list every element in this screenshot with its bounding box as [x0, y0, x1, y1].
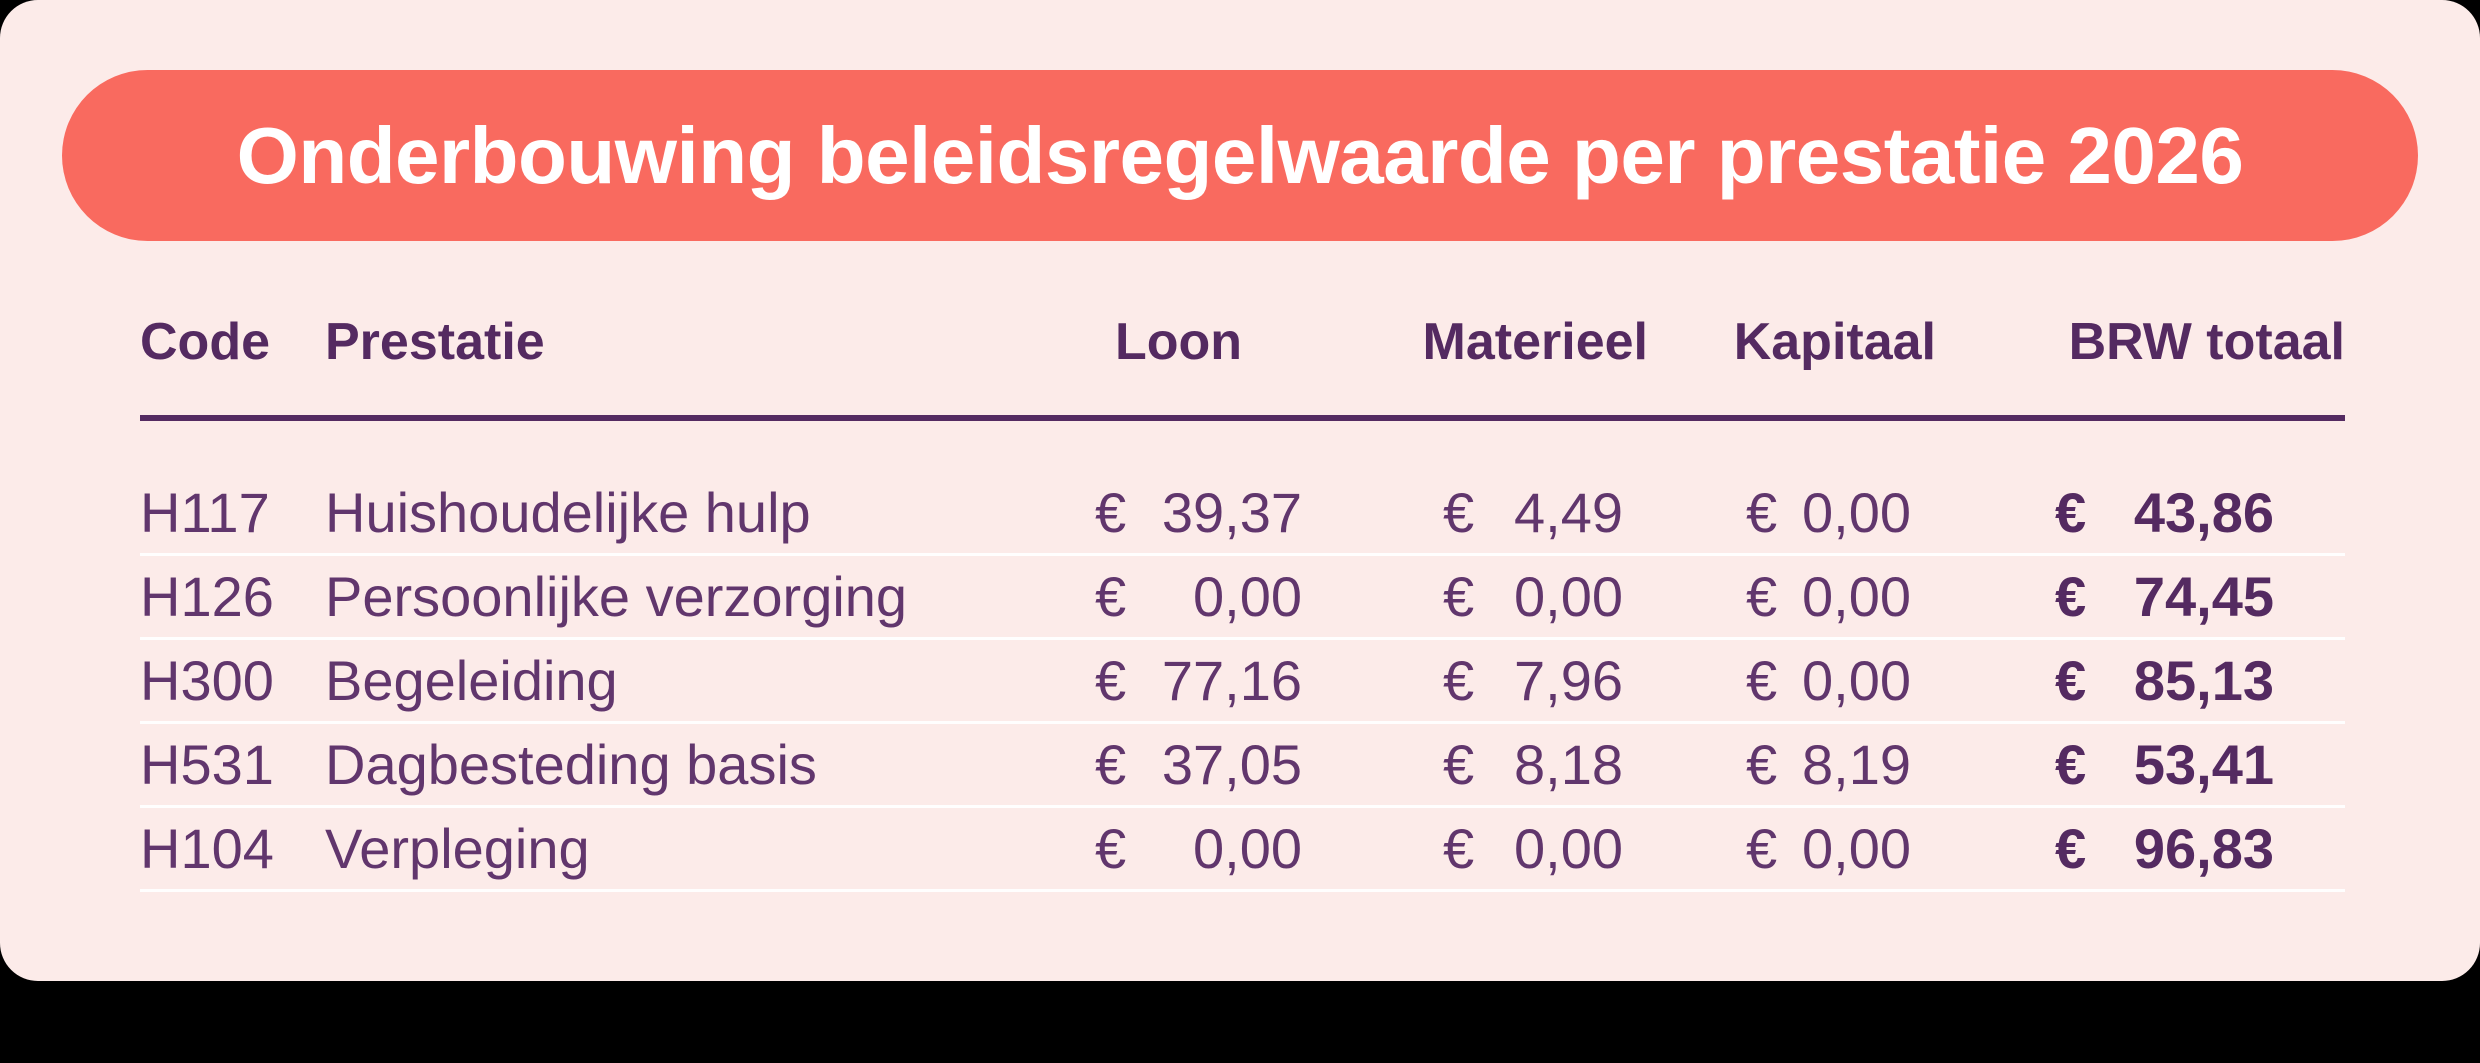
code-cell: H126	[140, 564, 274, 628]
column-header-kapitaal: Kapitaal	[1733, 313, 1936, 371]
table-row: H126 Persoonlijke verzorging €0,00 €0,00…	[140, 556, 2345, 640]
euro-symbol: €	[1746, 564, 1778, 628]
code-cell: H300	[140, 648, 274, 712]
euro-symbol: €	[1443, 648, 1475, 712]
code-cell: H104	[140, 816, 274, 880]
materieel-value: 4,49	[1514, 480, 1623, 544]
loon-cell: €37,05	[1085, 732, 1302, 796]
materieel-cell: €7,96	[1302, 648, 1623, 712]
materieel-value: 0,00	[1514, 564, 1623, 628]
table-body: H117 Huishoudelijke hulp €39,37 €4,49 €0…	[140, 472, 2345, 892]
column-header-code: Code	[140, 313, 270, 371]
euro-symbol: €	[2055, 648, 2087, 712]
column-header-materieel: Materieel	[1422, 313, 1648, 371]
brw-totaal-cell: €85,13	[1911, 648, 2345, 712]
loon-value: 77,16	[1161, 648, 1302, 712]
header-divider	[140, 415, 2345, 421]
brw-totaal-cell: €53,41	[1911, 732, 2345, 796]
kapitaal-value: 0,00	[1802, 648, 1911, 712]
euro-symbol: €	[1443, 816, 1475, 880]
euro-symbol: €	[1746, 480, 1778, 544]
euro-symbol: €	[1443, 480, 1475, 544]
materieel-cell: €0,00	[1302, 564, 1623, 628]
kapitaal-cell: €0,00	[1623, 648, 1911, 712]
kapitaal-value: 8,19	[1802, 732, 1911, 796]
column-header-brw-totaal: BRW totaal	[2068, 313, 2345, 371]
prestatie-cell: Begeleiding	[325, 648, 618, 712]
title-banner: Onderbouwing beleidsregelwaarde per pres…	[62, 70, 2418, 241]
euro-symbol: €	[1443, 732, 1475, 796]
kapitaal-cell: €0,00	[1623, 564, 1911, 628]
table-header-row: Code Prestatie Loon Materieel Kapitaal B…	[140, 315, 2345, 369]
code-cell: H531	[140, 732, 274, 796]
prestatie-cell: Dagbesteding basis	[325, 732, 817, 796]
euro-symbol: €	[1746, 648, 1778, 712]
table-row: H531 Dagbesteding basis €37,05 €8,18 €8,…	[140, 724, 2345, 808]
euro-symbol: €	[1095, 564, 1127, 628]
euro-symbol: €	[1443, 564, 1475, 628]
brw-totaal-cell: €43,86	[1911, 480, 2345, 544]
kapitaal-value: 0,00	[1802, 816, 1911, 880]
kapitaal-cell: €0,00	[1623, 480, 1911, 544]
loon-value: 37,05	[1161, 732, 1302, 796]
euro-symbol: €	[1095, 480, 1127, 544]
euro-symbol: €	[2055, 732, 2087, 796]
brw-totaal-value: 53,41	[2133, 732, 2274, 796]
loon-value: 0,00	[1193, 564, 1302, 628]
brw-totaal-value: 96,83	[2133, 816, 2274, 880]
kapitaal-cell: €0,00	[1623, 816, 1911, 880]
column-header-prestatie: Prestatie	[325, 313, 545, 371]
loon-cell: €0,00	[1085, 564, 1302, 628]
euro-symbol: €	[1095, 732, 1127, 796]
page-title: Onderbouwing beleidsregelwaarde per pres…	[236, 110, 2244, 200]
euro-symbol: €	[1746, 732, 1778, 796]
table-row: H104 Verpleging €0,00 €0,00 €0,00 €96,83	[140, 808, 2345, 892]
euro-symbol: €	[2055, 816, 2087, 880]
column-header-loon: Loon	[1114, 313, 1242, 371]
prestatie-cell: Verpleging	[325, 816, 590, 880]
loon-cell: €77,16	[1085, 648, 1302, 712]
code-cell: H117	[140, 480, 270, 544]
loon-cell: €0,00	[1085, 816, 1302, 880]
kapitaal-value: 0,00	[1802, 564, 1911, 628]
brw-totaal-cell: €74,45	[1911, 564, 2345, 628]
euro-symbol: €	[2055, 564, 2087, 628]
euro-symbol: €	[2055, 480, 2087, 544]
brw-totaal-cell: €96,83	[1911, 816, 2345, 880]
loon-value: 39,37	[1161, 480, 1302, 544]
loon-value: 0,00	[1193, 816, 1302, 880]
kapitaal-value: 0,00	[1802, 480, 1911, 544]
euro-symbol: €	[1746, 816, 1778, 880]
materieel-cell: €4,49	[1302, 480, 1623, 544]
brw-totaal-value: 85,13	[2133, 648, 2274, 712]
euro-symbol: €	[1095, 648, 1127, 712]
materieel-cell: €8,18	[1302, 732, 1623, 796]
brw-totaal-value: 43,86	[2133, 480, 2274, 544]
table-row: H300 Begeleiding €77,16 €7,96 €0,00 €85,…	[140, 640, 2345, 724]
kapitaal-cell: €8,19	[1623, 732, 1911, 796]
materieel-value: 7,96	[1514, 648, 1623, 712]
materieel-value: 0,00	[1514, 816, 1623, 880]
brw-totaal-value: 74,45	[2133, 564, 2274, 628]
table-row: H117 Huishoudelijke hulp €39,37 €4,49 €0…	[140, 472, 2345, 556]
loon-cell: €39,37	[1085, 480, 1302, 544]
materieel-value: 8,18	[1514, 732, 1623, 796]
euro-symbol: €	[1095, 816, 1127, 880]
prestatie-cell: Huishoudelijke hulp	[325, 480, 811, 544]
materieel-cell: €0,00	[1302, 816, 1623, 880]
table-card: Onderbouwing beleidsregelwaarde per pres…	[0, 0, 2480, 981]
prestatie-cell: Persoonlijke verzorging	[325, 564, 908, 628]
